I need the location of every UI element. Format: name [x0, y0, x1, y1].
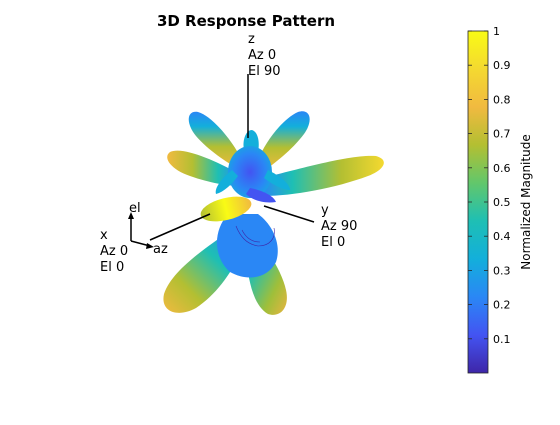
triad-el-label: el: [129, 201, 141, 216]
colorbar: 0.1 0.2 0.3 0.4 0.5 0.6 0.7 0.8 0.9 1 Normalized …: [467, 25, 533, 374]
colorbar-tick-label: 0.1: [493, 333, 511, 346]
y-axis-label: y: [321, 203, 329, 218]
x-axis-line: [149, 213, 211, 241]
x-axis-azimuth: Az 0: [100, 244, 128, 259]
pattern-core: [228, 146, 272, 198]
lobe-lower-center: [216, 214, 278, 278]
triad-az-label: az: [153, 242, 168, 257]
main-lobe-disc: [200, 196, 252, 222]
colorbar-tick-label: 1: [493, 25, 500, 38]
triad-az-arrowhead: [146, 243, 154, 249]
y-axis-elevation: El 0: [321, 235, 345, 250]
colorbar-tick-label: 0.4: [493, 230, 511, 243]
surface-contour: [235, 225, 275, 247]
lobe-left: [167, 150, 240, 186]
response-pattern-surface: [163, 111, 384, 315]
z-axis-azimuth: Az 0: [248, 48, 276, 63]
triad-el-arrowhead: [128, 212, 134, 219]
colorbar-tick-label: 0.5: [493, 196, 511, 209]
colorbar-ticks: 0.1 0.2 0.3 0.4 0.5 0.6 0.7 0.8 0.9 1: [468, 25, 511, 346]
x-axis-elevation: El 0: [100, 260, 124, 275]
chart-title: 3D Response Pattern: [157, 12, 335, 30]
colorbar-tick-label: 0.8: [493, 93, 511, 106]
az-el-triad: el az: [128, 201, 168, 257]
y-axis-line: [263, 205, 315, 223]
colorbar-tick-label: 0.7: [493, 128, 511, 141]
colorbar-tick-label: 0.6: [493, 162, 511, 175]
colorbar-tick-label: 0.2: [493, 299, 511, 312]
coordinate-axes: z Az 0 El 90 y Az 90 El 0 x Az 0 El 0: [100, 32, 357, 275]
colorbar-tick-label: 0.9: [493, 59, 511, 72]
colorbar-label: Normalized Magnitude: [519, 134, 533, 269]
z-axis-label: z: [248, 32, 255, 47]
x-axis-label: x: [100, 228, 108, 243]
colorbar-tick-label: 0.3: [493, 264, 511, 277]
z-axis-elevation: El 90: [248, 64, 281, 79]
core-fin-right: [264, 170, 290, 190]
surface-contour: [241, 229, 261, 243]
y-axis-azimuth: Az 90: [321, 219, 357, 234]
lobe-upper-left: [188, 111, 242, 170]
core-fin-mid: [246, 188, 276, 203]
lobe-right: [262, 155, 384, 196]
core-fin-left: [215, 170, 238, 194]
lobe-upper-right: [258, 111, 310, 172]
